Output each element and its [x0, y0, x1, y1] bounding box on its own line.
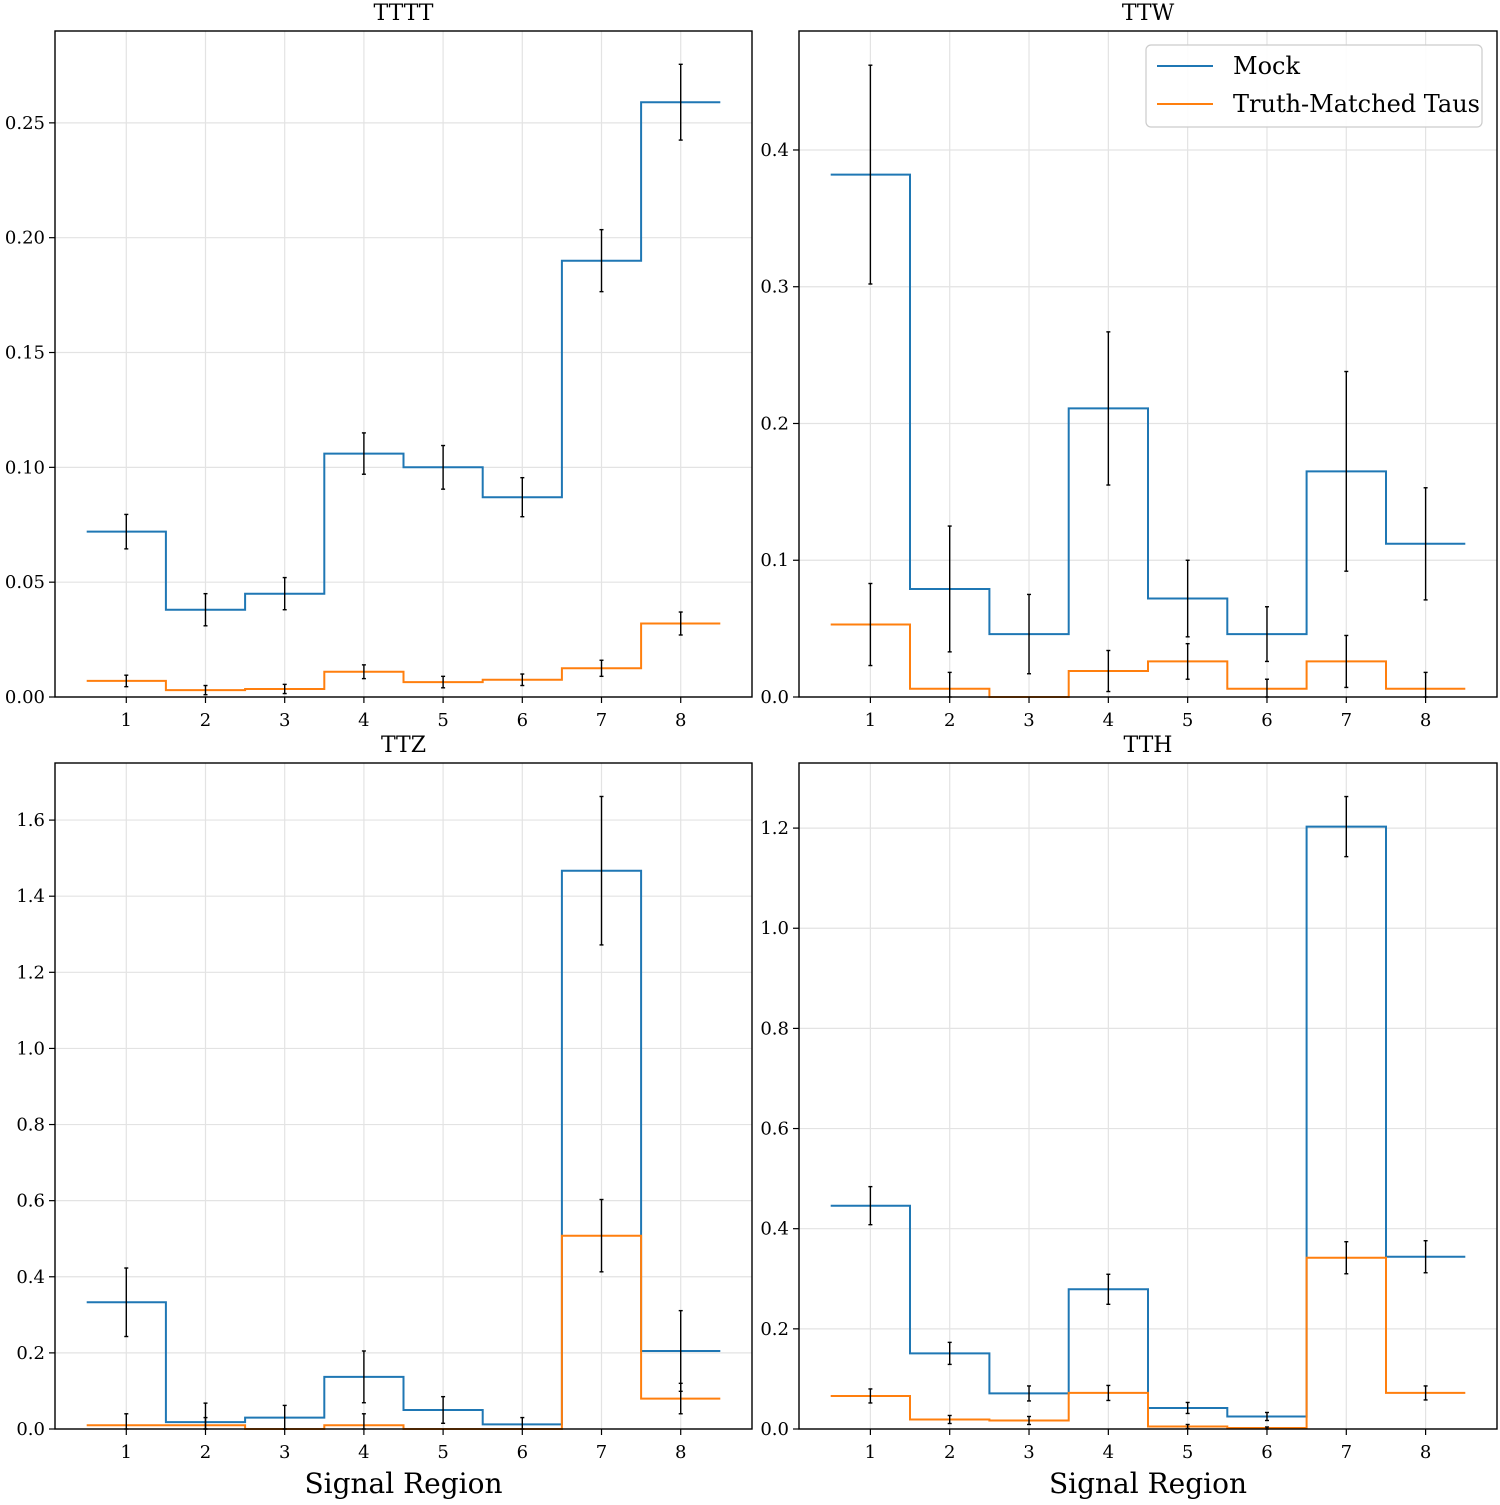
x-tick-label: 6	[517, 1442, 528, 1463]
y-tick-label: 0.15	[5, 343, 45, 364]
x-tick-label: 3	[1023, 710, 1034, 731]
y-tick-label: 1.6	[16, 810, 45, 831]
y-tick-label: 0.4	[16, 1267, 45, 1288]
legend-label: Mock	[1233, 52, 1300, 80]
y-tick-label: 0.2	[760, 1319, 789, 1340]
chart-title: TTH	[1124, 733, 1173, 758]
x-tick-label: 4	[358, 1442, 369, 1463]
x-tick-label: 8	[1420, 710, 1431, 731]
x-axis-label: Signal Region	[304, 1467, 502, 1500]
x-tick-label: 6	[1261, 710, 1272, 731]
y-tick-label: 0.25	[5, 113, 45, 134]
x-tick-label: 7	[596, 1442, 607, 1463]
y-tick-label: 0.00	[5, 687, 45, 708]
chart-title: TTTT	[374, 1, 434, 26]
x-tick-label: 3	[279, 710, 290, 731]
legend-label: Truth-Matched Taus	[1233, 90, 1480, 118]
x-tick-label: 5	[437, 1442, 448, 1463]
chart-title: TTW	[1122, 1, 1175, 26]
x-tick-label: 4	[358, 710, 369, 731]
x-tick-label: 8	[675, 1442, 686, 1463]
x-tick-label: 7	[1341, 1442, 1352, 1463]
series-mock-step	[86, 869, 721, 1426]
x-tick-label: 4	[1103, 1442, 1114, 1463]
x-tick-label: 6	[1261, 1442, 1272, 1463]
plot-frame	[54, 30, 753, 698]
y-tick-label: 0.2	[16, 1343, 45, 1364]
y-tick-label: 0.1	[760, 550, 789, 571]
y-tick-label: 0.4	[760, 140, 789, 161]
y-tick-label: 0.6	[760, 1119, 789, 1140]
x-tick-label: 6	[517, 710, 528, 731]
y-tick-label: 0.8	[760, 1018, 789, 1039]
x-tick-label: 1	[865, 1442, 876, 1463]
y-tick-label: 1.0	[760, 918, 789, 939]
y-tick-label: 0.20	[5, 228, 45, 249]
y-tick-label: 0.0	[760, 687, 789, 708]
y-tick-label: 1.2	[16, 962, 45, 983]
x-tick-label: 4	[1103, 710, 1114, 731]
x-tick-label: 8	[675, 710, 686, 731]
x-tick-label: 5	[437, 710, 448, 731]
panel-ttz: 1 2 3 4 5 6 7 8 0.0 0.2 0.4 0.6 0.8 1.0 1.2 1.4 1.6 TTZ Si…	[16, 733, 753, 1500]
y-tick-label: 0.8	[16, 1115, 45, 1136]
x-tick-label: 7	[596, 710, 607, 731]
panel-tth: 1 2 3 4 5 6 7 8 0.0 0.2 0.4 0.6 0.8 1.0 1.2 TTH Signal R…	[760, 733, 1498, 1500]
y-tick-label: 0.3	[760, 277, 789, 298]
x-tick-label: 2	[944, 1442, 955, 1463]
legend: Mock Truth-Matched Taus	[1145, 44, 1483, 128]
x-tick-label: 5	[1182, 1442, 1193, 1463]
y-tick-label: 1.4	[16, 886, 45, 907]
x-tick-label: 1	[121, 1442, 132, 1463]
x-tick-label: 7	[1341, 710, 1352, 731]
x-axis-label: Signal Region	[1049, 1467, 1247, 1500]
plot-frame	[798, 30, 1498, 698]
x-tick-label: 5	[1182, 710, 1193, 731]
x-tick-label: 3	[279, 1442, 290, 1463]
series-truth-matched-taus-step	[830, 623, 1466, 698]
y-tick-label: 0.05	[5, 572, 45, 593]
panel-ttw: 1 2 3 4 5 6 7 8 0.0 0.1 0.2 0.3 0.4 TTW Mock Truth-Matc…	[760, 1, 1498, 731]
series-mock-step	[86, 101, 721, 611]
y-tick-label: 1.2	[760, 818, 789, 839]
series-truth-matched-taus-step	[86, 1234, 721, 1430]
y-tick-label: 1.0	[16, 1038, 45, 1059]
y-tick-label: 0.10	[5, 457, 45, 478]
x-tick-label: 1	[121, 710, 132, 731]
x-tick-label: 2	[200, 710, 211, 731]
series-mock-step	[830, 173, 1466, 636]
y-tick-label: 0.2	[760, 413, 789, 434]
x-tick-label: 1	[865, 710, 876, 731]
panel-tttt: 1 2 3 4 5 6 7 8 0.00 0.05 0.10 0.15 0.20 0.25 TTTT	[5, 1, 753, 731]
series-mock-step	[830, 825, 1466, 1418]
legend-box	[1145, 44, 1483, 128]
x-tick-label: 8	[1420, 1442, 1431, 1463]
y-tick-label: 0.4	[760, 1219, 789, 1240]
plot-frame	[798, 762, 1498, 1430]
y-tick-label: 0.0	[760, 1419, 789, 1440]
series-truth-matched-taus-step	[86, 622, 721, 692]
y-tick-label: 0.0	[16, 1419, 45, 1440]
y-tick-label: 0.6	[16, 1191, 45, 1212]
x-tick-label: 3	[1023, 1442, 1034, 1463]
chart-title: TTZ	[381, 733, 426, 758]
plot-frame	[54, 762, 753, 1430]
x-tick-label: 2	[200, 1442, 211, 1463]
x-tick-label: 2	[944, 710, 955, 731]
